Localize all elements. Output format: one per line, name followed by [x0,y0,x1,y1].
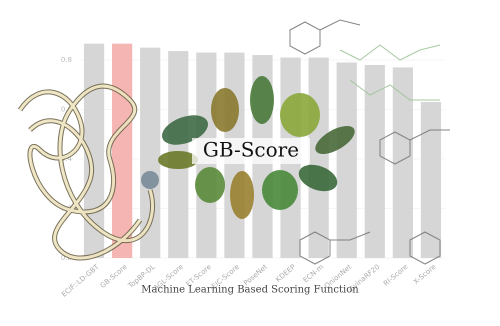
x-tick-label: KDEEP [274,263,297,284]
x-tick-label: ECN-m [302,263,326,285]
bar [308,57,329,259]
bar [112,43,133,258]
bar [392,67,413,258]
x-tick-label: X-Score [412,263,438,286]
y-tick-label: 0.6 [61,106,73,114]
illustration [17,19,450,265]
bar [336,62,357,258]
caption: Machine Learning Based Scoring Function [141,285,359,296]
bar [83,43,105,258]
bar [364,64,385,258]
x-tick-label: GB-Score [99,263,129,290]
plot: 0.00.20.40.60.8ECIF::LD-GBTGB-ScoreTopBP… [60,43,445,299]
x-tick-label: RI-Score [382,263,409,288]
molecules [289,19,450,265]
chart-title: GB-Score [203,138,299,162]
x-tick-label: ECIF::LD-GBT [60,262,101,298]
y-tick-label: 0.0 [61,254,72,262]
title-backdrop [192,138,310,164]
leaves [158,76,355,219]
y-tick-label: 0.8 [61,56,72,64]
ligand [141,171,159,189]
bar [140,47,161,258]
bar [420,102,442,258]
